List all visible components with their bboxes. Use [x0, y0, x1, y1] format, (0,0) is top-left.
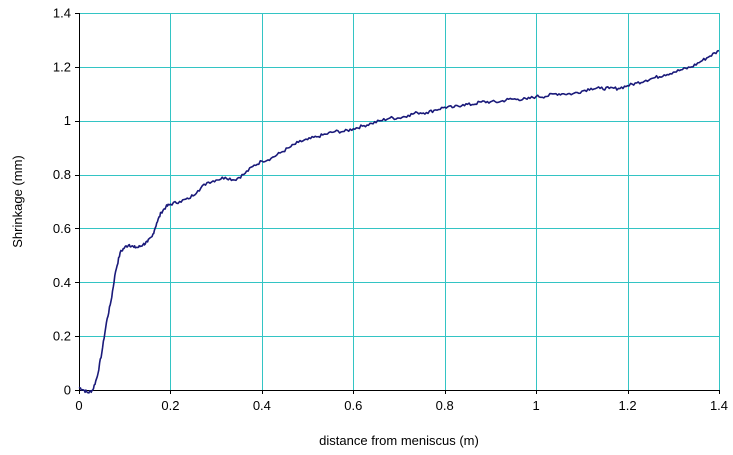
x-tick-label: 1.2	[619, 398, 637, 413]
x-tick-label: 0.4	[253, 398, 271, 413]
y-tick-label: 0.2	[53, 329, 71, 344]
y-axis-label: Shrinkage (mm)	[10, 155, 25, 247]
series-layer	[78, 49, 720, 394]
y-tick-label: 0.6	[53, 221, 71, 236]
grid	[79, 13, 720, 390]
y-tick-label: 1.4	[53, 6, 71, 21]
x-tick-label: 0.8	[436, 398, 454, 413]
axes	[75, 13, 720, 394]
x-axis-label: distance from meniscus (m)	[319, 433, 479, 448]
shrinkage-series-line	[78, 49, 720, 394]
y-tick-label: 1.2	[53, 59, 71, 74]
y-tick-label: 0.8	[53, 167, 71, 182]
y-tick-label: 0	[64, 383, 71, 398]
y-tick-label: 0.4	[53, 275, 71, 290]
x-tick-label: 0	[75, 398, 82, 413]
x-tick-label: 0.6	[344, 398, 362, 413]
tick-labels: 0 0.2 0.4 0.6 0.8 1 1.2 1.4 0 0.2 0.4 0.6 0.8 1 1.2 1.4	[53, 6, 728, 414]
x-tick-label: 0.2	[161, 398, 179, 413]
x-tick-label: 1.4	[710, 398, 728, 413]
y-tick-label: 1	[64, 113, 71, 128]
x-tick-label: 1	[533, 398, 540, 413]
